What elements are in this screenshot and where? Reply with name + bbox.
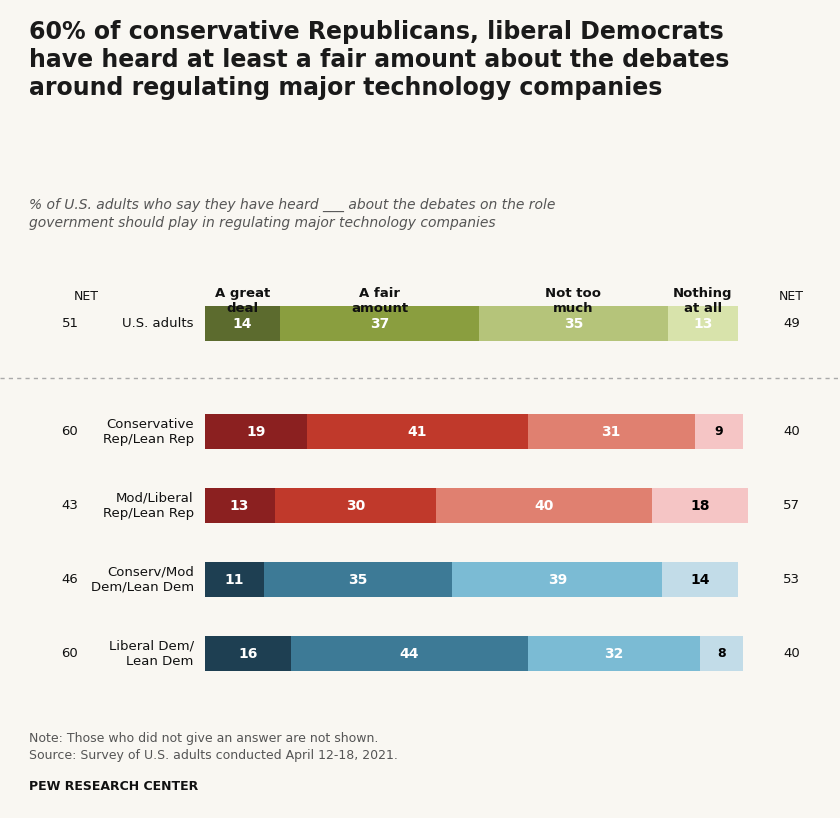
Text: 31: 31	[601, 425, 621, 438]
Bar	[205, 636, 291, 672]
Text: 9: 9	[715, 425, 723, 438]
Text: 11: 11	[224, 573, 244, 587]
Text: 18: 18	[690, 499, 710, 513]
Text: 19: 19	[246, 425, 265, 438]
Bar	[695, 414, 743, 449]
Text: Conserv/Mod
Dem/Lean Dem: Conserv/Mod Dem/Lean Dem	[91, 566, 194, 594]
Text: 53: 53	[783, 573, 800, 587]
Text: 49: 49	[783, 317, 800, 330]
Text: 8: 8	[717, 647, 726, 660]
Text: Liberal Dem/
Lean Dem: Liberal Dem/ Lean Dem	[108, 640, 194, 668]
Text: Mod/Liberal
Rep/Lean Rep: Mod/Liberal Rep/Lean Rep	[102, 492, 194, 519]
Bar	[652, 488, 748, 524]
Bar	[668, 306, 738, 341]
Text: 46: 46	[61, 573, 78, 587]
Bar	[275, 488, 436, 524]
Text: 40: 40	[783, 425, 800, 438]
Text: 13: 13	[693, 317, 712, 330]
Text: 40: 40	[783, 647, 800, 660]
Text: Not too
much: Not too much	[545, 287, 601, 315]
Text: A great
deal: A great deal	[215, 287, 270, 315]
Text: 44: 44	[400, 647, 419, 661]
Bar	[528, 636, 700, 672]
Text: U.S. adults: U.S. adults	[123, 317, 194, 330]
Text: PEW RESEARCH CENTER: PEW RESEARCH CENTER	[29, 780, 198, 793]
Text: 60% of conservative Republicans, liberal Democrats
have heard at least a fair am: 60% of conservative Republicans, liberal…	[29, 20, 730, 100]
Text: 14: 14	[233, 317, 252, 330]
Text: Note: Those who did not give an answer are not shown.
Source: Survey of U.S. adu: Note: Those who did not give an answer a…	[29, 732, 398, 762]
Bar	[480, 306, 668, 341]
Text: 57: 57	[783, 499, 800, 512]
Text: 60: 60	[61, 425, 78, 438]
Text: 13: 13	[230, 499, 249, 513]
Text: NET: NET	[74, 290, 98, 303]
Text: 16: 16	[238, 647, 257, 661]
Text: A fair
amount: A fair amount	[351, 287, 408, 315]
Text: NET: NET	[779, 290, 804, 303]
Text: 40: 40	[534, 499, 554, 513]
Bar	[280, 306, 480, 341]
Bar	[528, 414, 695, 449]
Text: 37: 37	[370, 317, 389, 330]
Bar	[436, 488, 652, 524]
Bar	[662, 562, 738, 597]
Text: Conservative
Rep/Lean Rep: Conservative Rep/Lean Rep	[102, 418, 194, 446]
Text: 60: 60	[61, 647, 78, 660]
Bar	[700, 636, 743, 672]
Text: % of U.S. adults who say they have heard ___ about the debates on the role
gover: % of U.S. adults who say they have heard…	[29, 198, 556, 230]
Text: 35: 35	[564, 317, 583, 330]
Text: Nothing
at all: Nothing at all	[673, 287, 732, 315]
Bar	[291, 636, 528, 672]
Text: 30: 30	[346, 499, 365, 513]
Text: 35: 35	[349, 573, 368, 587]
Text: 51: 51	[61, 317, 78, 330]
Bar	[452, 562, 662, 597]
Bar	[307, 414, 528, 449]
Text: 41: 41	[407, 425, 427, 438]
Bar	[205, 306, 280, 341]
Text: 14: 14	[690, 573, 710, 587]
Bar	[205, 414, 307, 449]
Text: 32: 32	[604, 647, 623, 661]
Bar	[205, 562, 264, 597]
Text: 39: 39	[548, 573, 567, 587]
Bar	[205, 488, 275, 524]
Bar	[264, 562, 452, 597]
Text: 43: 43	[61, 499, 78, 512]
